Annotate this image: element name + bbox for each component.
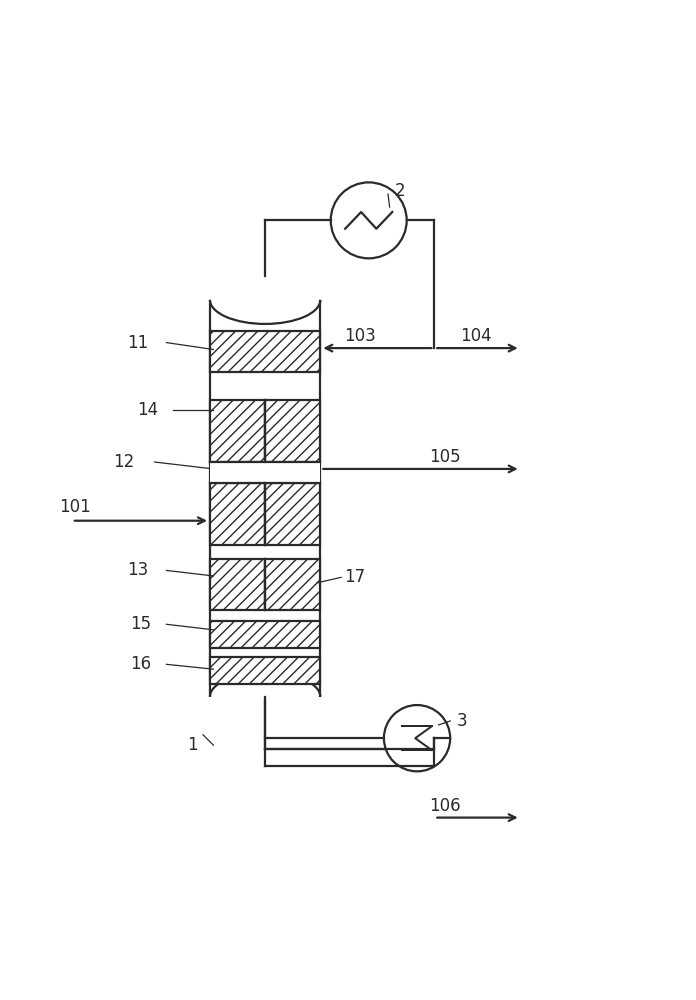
Text: 2: 2: [395, 182, 405, 200]
Text: 103: 103: [345, 327, 377, 345]
Text: 101: 101: [59, 498, 91, 516]
Text: 16: 16: [130, 655, 152, 673]
Bar: [210, 462, 320, 483]
Bar: [210, 621, 320, 648]
Text: 106: 106: [429, 797, 461, 815]
Text: 104: 104: [460, 327, 491, 345]
Text: 12: 12: [113, 453, 134, 471]
Text: 105: 105: [429, 448, 461, 466]
Text: 15: 15: [130, 615, 152, 633]
Bar: [265, 400, 320, 462]
Bar: [210, 400, 265, 462]
Bar: [265, 559, 320, 610]
Bar: [210, 559, 265, 610]
Bar: [265, 483, 320, 545]
Text: 11: 11: [127, 334, 148, 352]
Text: 1: 1: [187, 736, 198, 754]
Bar: [210, 331, 320, 372]
Text: 13: 13: [127, 561, 148, 579]
Text: 3: 3: [457, 712, 467, 730]
Text: 14: 14: [137, 401, 158, 419]
Bar: [210, 657, 320, 684]
Bar: [210, 483, 265, 545]
Text: 17: 17: [345, 568, 365, 586]
